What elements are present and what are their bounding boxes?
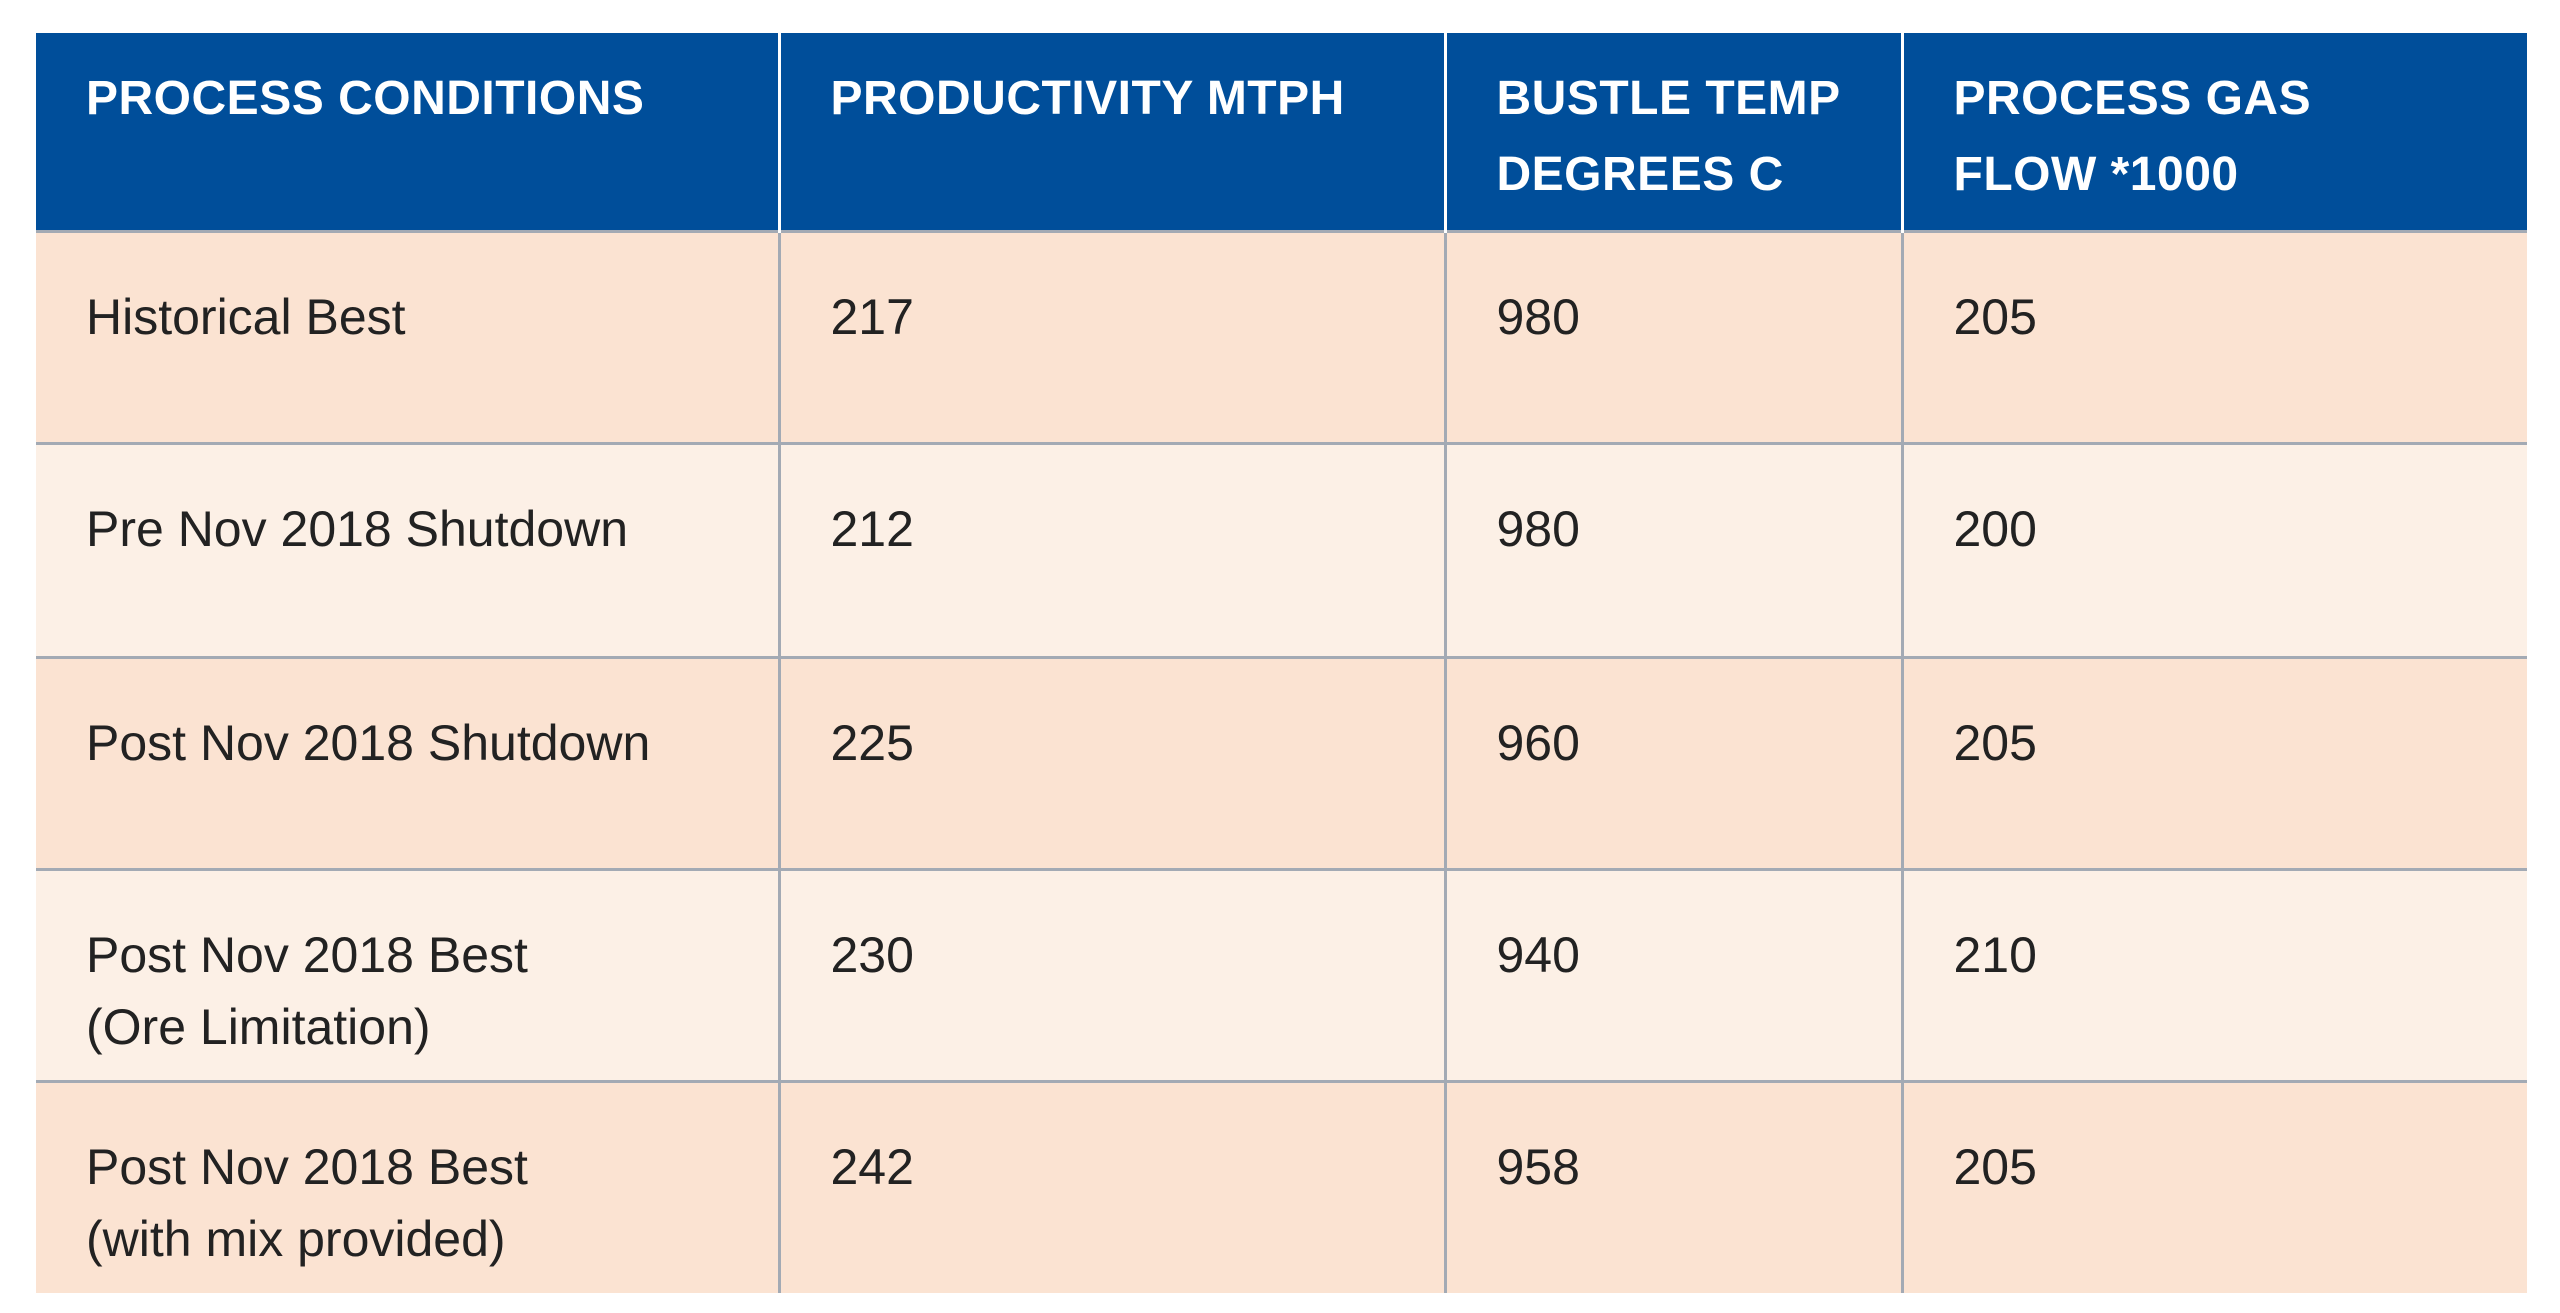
cell-productivity: 242 [777, 1079, 1445, 1293]
header-productivity: PRODUCTIVITY MTPH [777, 33, 1445, 231]
cell-gas-flow: 205 [1900, 1079, 2527, 1293]
cell-bustle-temp: 960 [1443, 655, 1902, 869]
cell-condition: Post Nov 2018 Shutdown [36, 655, 779, 869]
header-text: BUSTLE TEMP [1496, 72, 1841, 125]
cell-productivity: 230 [777, 867, 1445, 1081]
cell-productivity: 217 [777, 229, 1445, 443]
cell-gas-flow: 200 [1900, 441, 2527, 657]
cell-text: (Ore Limitation) [86, 998, 431, 1055]
cell-gas-flow: 205 [1900, 655, 2527, 869]
cell-gas-flow: 205 [1900, 229, 2527, 443]
table-row: Post Nov 2018 Shutdown 225 960 205 [36, 655, 2527, 869]
header-process-conditions: PROCESS CONDITIONS [36, 33, 779, 231]
cell-text: Post Nov 2018 Best [86, 926, 528, 983]
table-row: Pre Nov 2018 Shutdown 212 980 200 [36, 441, 2527, 657]
header-text: PROCESS CONDITIONS [86, 72, 645, 125]
cell-condition: Post Nov 2018 Best (with mix provided) [36, 1079, 779, 1293]
table-header: PROCESS CONDITIONS PRODUCTIVITY MTPH BUS… [36, 33, 2527, 231]
table-row: Post Nov 2018 Best (with mix provided) 2… [36, 1079, 2527, 1293]
header-text: DEGREES C [1496, 148, 1784, 201]
cell-gas-flow: 210 [1900, 867, 2527, 1081]
cell-text: Pre Nov 2018 Shutdown [86, 500, 629, 557]
cell-condition: Post Nov 2018 Best (Ore Limitation) [36, 867, 779, 1081]
cell-bustle-temp: 958 [1443, 1079, 1902, 1293]
table-row: Historical Best 217 980 205 [36, 229, 2527, 443]
header-text: FLOW *1000 [1953, 148, 2239, 201]
header-process-gas-flow: PROCESS GAS FLOW *1000 [1900, 33, 2527, 231]
header-text: PROCESS GAS [1953, 72, 2312, 125]
table-row: Post Nov 2018 Best (Ore Limitation) 230 … [36, 867, 2527, 1081]
header-text: PRODUCTIVITY MTPH [830, 72, 1345, 125]
cell-condition: Pre Nov 2018 Shutdown [36, 441, 779, 657]
cell-condition: Historical Best [36, 229, 779, 443]
cell-bustle-temp: 940 [1443, 867, 1902, 1081]
header-row: PROCESS CONDITIONS PRODUCTIVITY MTPH BUS… [36, 33, 2527, 231]
header-bustle-temp: BUSTLE TEMP DEGREES C [1443, 33, 1902, 231]
cell-text: (with mix provided) [86, 1210, 506, 1267]
cell-bustle-temp: 980 [1443, 441, 1902, 657]
cell-productivity: 212 [777, 441, 1445, 657]
cell-text: Post Nov 2018 Best [86, 1138, 528, 1195]
cell-productivity: 225 [777, 655, 1445, 869]
process-conditions-table: PROCESS CONDITIONS PRODUCTIVITY MTPH BUS… [36, 33, 2527, 1293]
table-body: Historical Best 217 980 205 Pre Nov 2018… [36, 229, 2527, 1293]
process-conditions-table-container: PROCESS CONDITIONS PRODUCTIVITY MTPH BUS… [36, 33, 2527, 1293]
cell-text: Historical Best [86, 288, 406, 345]
cell-text: Post Nov 2018 Shutdown [86, 714, 651, 771]
cell-bustle-temp: 980 [1443, 229, 1902, 443]
